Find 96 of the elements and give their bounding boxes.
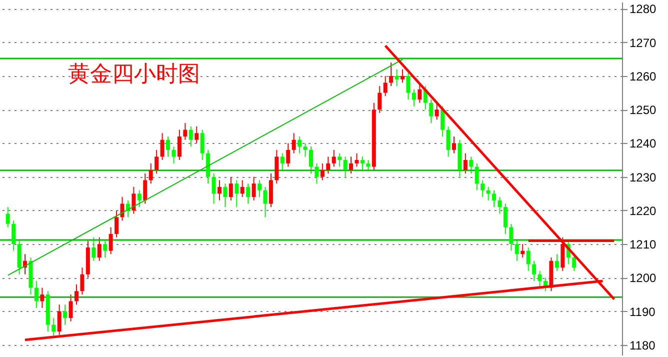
y-tick-label: 1250 — [630, 103, 657, 118]
candlestick — [108, 226, 113, 255]
candlestick — [240, 180, 244, 198]
candlestick — [188, 126, 193, 148]
candlestick — [463, 152, 468, 174]
candlestick — [6, 206, 10, 228]
candlestick — [258, 180, 262, 198]
candlestick — [120, 196, 124, 222]
candlestick — [526, 246, 530, 272]
candlestick — [212, 172, 216, 204]
y-tick-label: 1280 — [630, 2, 657, 16]
candlestick — [314, 162, 319, 184]
candlestick — [80, 267, 84, 295]
candlestick — [217, 180, 222, 201]
candlestick — [538, 270, 542, 288]
y-tick-label: 1260 — [630, 69, 657, 84]
candlestick — [268, 172, 273, 208]
candlestick — [194, 126, 199, 144]
y-tick-label: 1230 — [630, 170, 657, 184]
candlestick — [68, 294, 73, 322]
candlestick — [228, 176, 233, 201]
y-tick-label: 1190 — [630, 304, 656, 319]
candlestick — [452, 136, 456, 154]
candlestick — [223, 183, 228, 208]
candlestick — [206, 149, 210, 184]
candlestick — [132, 186, 136, 214]
candlestick — [63, 304, 68, 326]
candlestick — [532, 260, 536, 282]
candlestick — [383, 75, 388, 97]
candlestick — [40, 287, 44, 308]
y-tick-label: 1240 — [630, 136, 657, 151]
candlestick — [292, 132, 296, 154]
candlestick — [418, 82, 422, 104]
candlestick — [17, 240, 22, 275]
candlestick — [263, 186, 268, 218]
candlestick — [354, 152, 359, 168]
candlestick — [97, 236, 102, 262]
candlestick — [343, 156, 348, 178]
candlestick — [446, 126, 450, 158]
candlestick — [166, 136, 170, 158]
candlestick — [326, 156, 330, 174]
candlestick — [360, 156, 364, 171]
candlestick — [92, 236, 96, 262]
candlestick — [509, 223, 514, 252]
candlestick — [34, 280, 38, 308]
candlestick — [349, 156, 354, 174]
candlestick — [389, 62, 394, 87]
candlestick — [434, 102, 439, 120]
y-tick-label: 1210 — [630, 238, 657, 252]
candlestick — [274, 149, 279, 184]
candlestick — [332, 149, 336, 168]
candlestick — [572, 254, 576, 272]
candlestick — [298, 136, 302, 154]
candlestick — [406, 72, 410, 100]
candlestick — [303, 142, 308, 158]
candlestick — [309, 146, 313, 174]
candlestick — [429, 98, 434, 124]
candlestick — [469, 156, 474, 174]
candlestick — [480, 180, 485, 198]
candlestick — [286, 142, 290, 168]
candlestick — [394, 68, 399, 87]
candlestick — [280, 152, 284, 171]
text: 黄金四小时图 — [68, 62, 200, 87]
candlestick — [12, 220, 16, 252]
candlestick — [114, 210, 119, 238]
candlestick — [137, 190, 142, 208]
candlestick — [498, 196, 502, 214]
y-tick-label: 1200 — [630, 271, 657, 286]
candlestick — [177, 129, 182, 161]
candlestick — [252, 176, 256, 201]
y-tick-label: 1270 — [630, 36, 657, 50]
candlestick — [514, 240, 519, 262]
candlestick — [234, 180, 239, 208]
candlestick — [154, 149, 159, 174]
candlestick — [74, 284, 78, 306]
y-tick-label: 1220 — [630, 204, 657, 218]
candlestick — [160, 132, 164, 161]
candlestick — [474, 162, 479, 191]
candlestick — [400, 68, 405, 84]
candlestick — [200, 129, 204, 161]
candlestick — [57, 304, 62, 336]
candlestick — [320, 162, 324, 181]
candlestick — [554, 254, 559, 272]
candlestick — [183, 122, 188, 140]
candlestick — [440, 106, 445, 137]
candlestick — [148, 162, 153, 184]
candlestick — [103, 240, 108, 258]
y-tick-label: 1180 — [630, 338, 656, 352]
candlestick — [503, 203, 508, 234]
candlestick — [172, 146, 176, 164]
candlestick — [492, 190, 496, 208]
candlestick — [412, 88, 416, 107]
candlestick — [246, 183, 250, 204]
candlestick — [338, 152, 342, 168]
candlestick — [378, 86, 382, 114]
candlestick — [143, 172, 148, 204]
